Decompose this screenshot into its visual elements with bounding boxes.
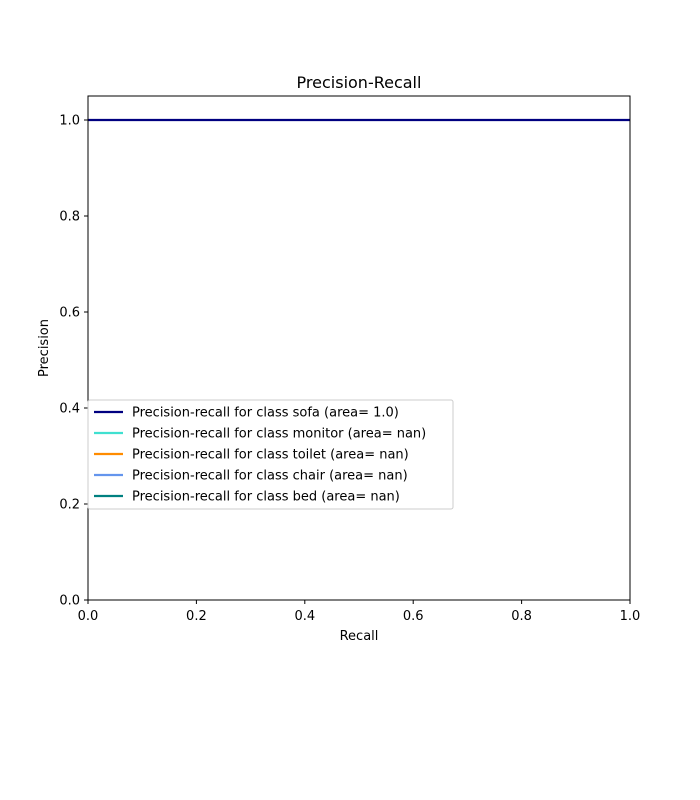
x-tick-label: 0.6	[403, 609, 424, 624]
y-axis-label: Precision	[37, 319, 52, 377]
legend-entry: Precision-recall for class monitor (area…	[132, 427, 426, 442]
x-tick-label: 0.4	[294, 609, 315, 624]
x-axis-ticks: 0.0 0.2 0.4 0.6 0.8 1.0	[78, 600, 641, 624]
y-tick-label: 1.0	[59, 114, 80, 129]
y-tick-label: 0.4	[59, 402, 80, 417]
legend-entry: Precision-recall for class bed (area= na…	[132, 490, 400, 505]
y-tick-label: 0.8	[59, 210, 80, 225]
plot-frame	[87, 95, 631, 601]
y-tick-label: 0.0	[59, 594, 80, 609]
x-tick-label: 1.0	[620, 609, 641, 624]
y-axis-ticks: 0.0 0.2 0.4 0.6 0.8 1.0	[59, 114, 88, 609]
x-tick-label: 0.8	[511, 609, 532, 624]
legend-entry: Precision-recall for class chair (area= …	[132, 469, 408, 484]
x-tick-label: 0.0	[78, 609, 99, 624]
y-tick-label: 0.6	[59, 306, 80, 321]
chart-title: Precision-Recall	[297, 73, 422, 92]
x-tick-label: 0.2	[186, 609, 207, 624]
legend-box	[87, 399, 454, 510]
legend: Precision-recall for class sofa (area= 1…	[87, 399, 454, 510]
legend-entry: Precision-recall for class sofa (area= 1…	[132, 406, 399, 421]
legend-entry: Precision-recall for class toilet (area=…	[132, 448, 409, 463]
x-axis-label: Recall	[340, 629, 379, 644]
y-tick-label: 0.2	[59, 498, 80, 513]
